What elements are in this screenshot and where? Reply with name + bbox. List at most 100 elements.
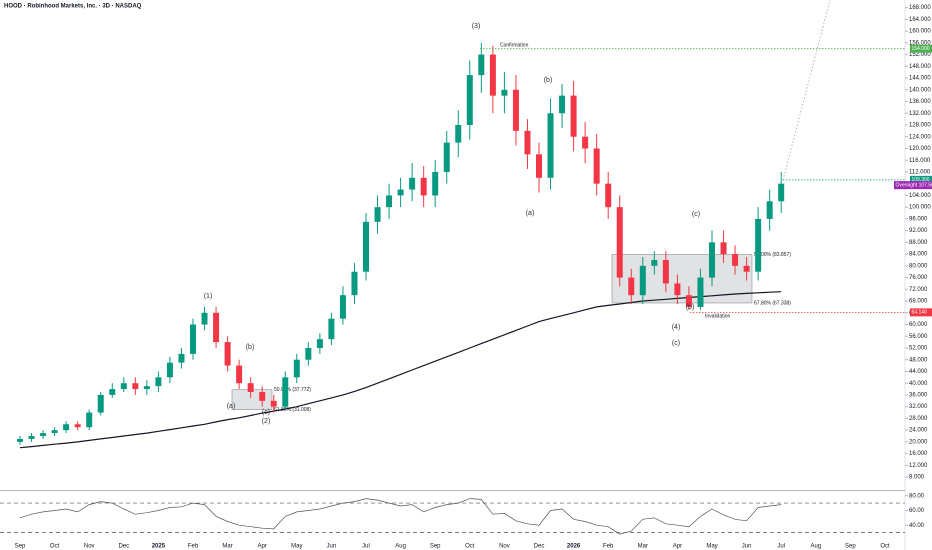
y-tick-label: 148.000 [909,64,931,70]
moving-average [19,291,782,449]
x-tick-label: Mar [222,544,232,550]
x-tick-label: Sep [430,544,441,550]
x-tick-label: Apr [258,544,267,550]
y-tick-label: 16.000 [909,451,928,457]
candle-body [178,353,185,363]
annotation: (c) [692,211,700,218]
annotation: (1) [204,293,213,300]
candle-body [74,424,81,428]
candle-body [512,89,519,131]
y-tick-label: 32.000 [909,404,928,410]
candle-body [51,430,58,434]
rsi-tick-label: 40.00 [909,523,925,529]
price-tag-label: 154.000 [912,46,930,52]
x-tick-label: Mar [638,544,648,550]
annotation: (c) [262,409,270,416]
x-tick-label: Dec [534,544,545,550]
annotation: (a) [227,403,236,410]
candle-body [259,392,266,401]
x-tick-label: Sep [845,544,856,550]
y-tick-label: 8.000 [909,475,925,481]
y-tick-label: 128.000 [909,123,931,129]
annotation: Invalidation [705,313,731,319]
candle-body [155,377,162,387]
candle-body [236,365,243,384]
y-tick-label: 56.000 [909,334,928,340]
fib-label: 61.80% (31.008) [274,407,311,413]
y-tick-label: 92.000 [909,228,928,234]
candle-body [386,195,393,208]
candle-body [166,362,173,378]
candle-body [570,95,577,137]
y-tick-label: 124.000 [909,134,931,140]
y-tick-label: 44.000 [909,369,928,375]
annotation: (b) [686,304,695,311]
x-tick-label: May [291,544,302,550]
x-tick-label: Oct [465,544,475,550]
fib-label: 50.00% (83.857) [754,252,791,258]
y-tick-label: 60.000 [909,322,928,328]
price-tag [910,44,932,53]
x-tick-label: Apr [673,544,682,550]
x-tick-label: May [706,544,717,550]
rsi-line [19,498,782,535]
candle-body [755,218,762,272]
y-tick-label: 52.000 [909,346,928,352]
candle-body [97,394,104,413]
candle-body [316,339,323,348]
price-tag-label: Overnight 107.500 [896,182,932,188]
candle-body [674,283,681,296]
candle-body [247,383,254,392]
candle-body [593,148,600,184]
y-tick-label: 48.000 [909,357,928,363]
candle-body [17,438,23,442]
x-tick-label: Nov [84,544,95,550]
x-tick-label: Jun [742,544,752,550]
candle-body [397,189,404,196]
annotation: (c) [672,340,680,347]
x-tick-label: Dec [118,544,129,550]
candle-body [270,400,277,407]
candle-body [86,412,93,428]
candle-body [743,265,750,272]
candle-body [339,295,346,319]
price-tag-label: 109.300 [912,177,930,183]
y-tick-label: 104.000 [909,193,931,199]
x-tick-label: Jul [362,544,370,550]
annotation: (3) [472,23,481,30]
candle-body [282,377,289,407]
candle-body [616,207,623,278]
x-tick-label: Feb [603,544,614,550]
y-tick-label: 12.000 [909,463,928,469]
rsi-tick-label: 60.00 [909,508,925,514]
rsi-tick-label: 80.00 [909,493,925,499]
candle-body [466,75,473,125]
candle-body [547,113,554,178]
candle-body [559,95,566,114]
candle-body [420,177,427,196]
candle-body [374,207,381,222]
annotation: (a) [526,210,535,217]
fib-label: 50.00% (37.772) [274,387,311,393]
candle-body [109,389,116,395]
x-tick-label: Jul [777,544,785,550]
y-tick-label: 100.000 [909,205,931,211]
x-tick-label: Aug [395,544,406,550]
candle-body [190,324,196,354]
price-tag [894,181,932,190]
y-tick-label: 76.000 [909,275,928,281]
y-tick-label: 140.000 [909,87,931,93]
candle-body [213,312,220,343]
y-tick-label: 144.000 [909,76,931,82]
candle-body [443,142,450,172]
x-tick-label: Oct [880,544,890,550]
candle-body [363,221,369,272]
annotation: (b) [246,344,255,351]
candle-body [778,183,785,202]
x-tick-label: Nov [499,544,510,550]
candle-body [224,342,231,366]
y-tick-label: 160.000 [909,29,931,35]
x-tick-label: Sep [15,544,26,550]
candle-body [697,277,704,307]
